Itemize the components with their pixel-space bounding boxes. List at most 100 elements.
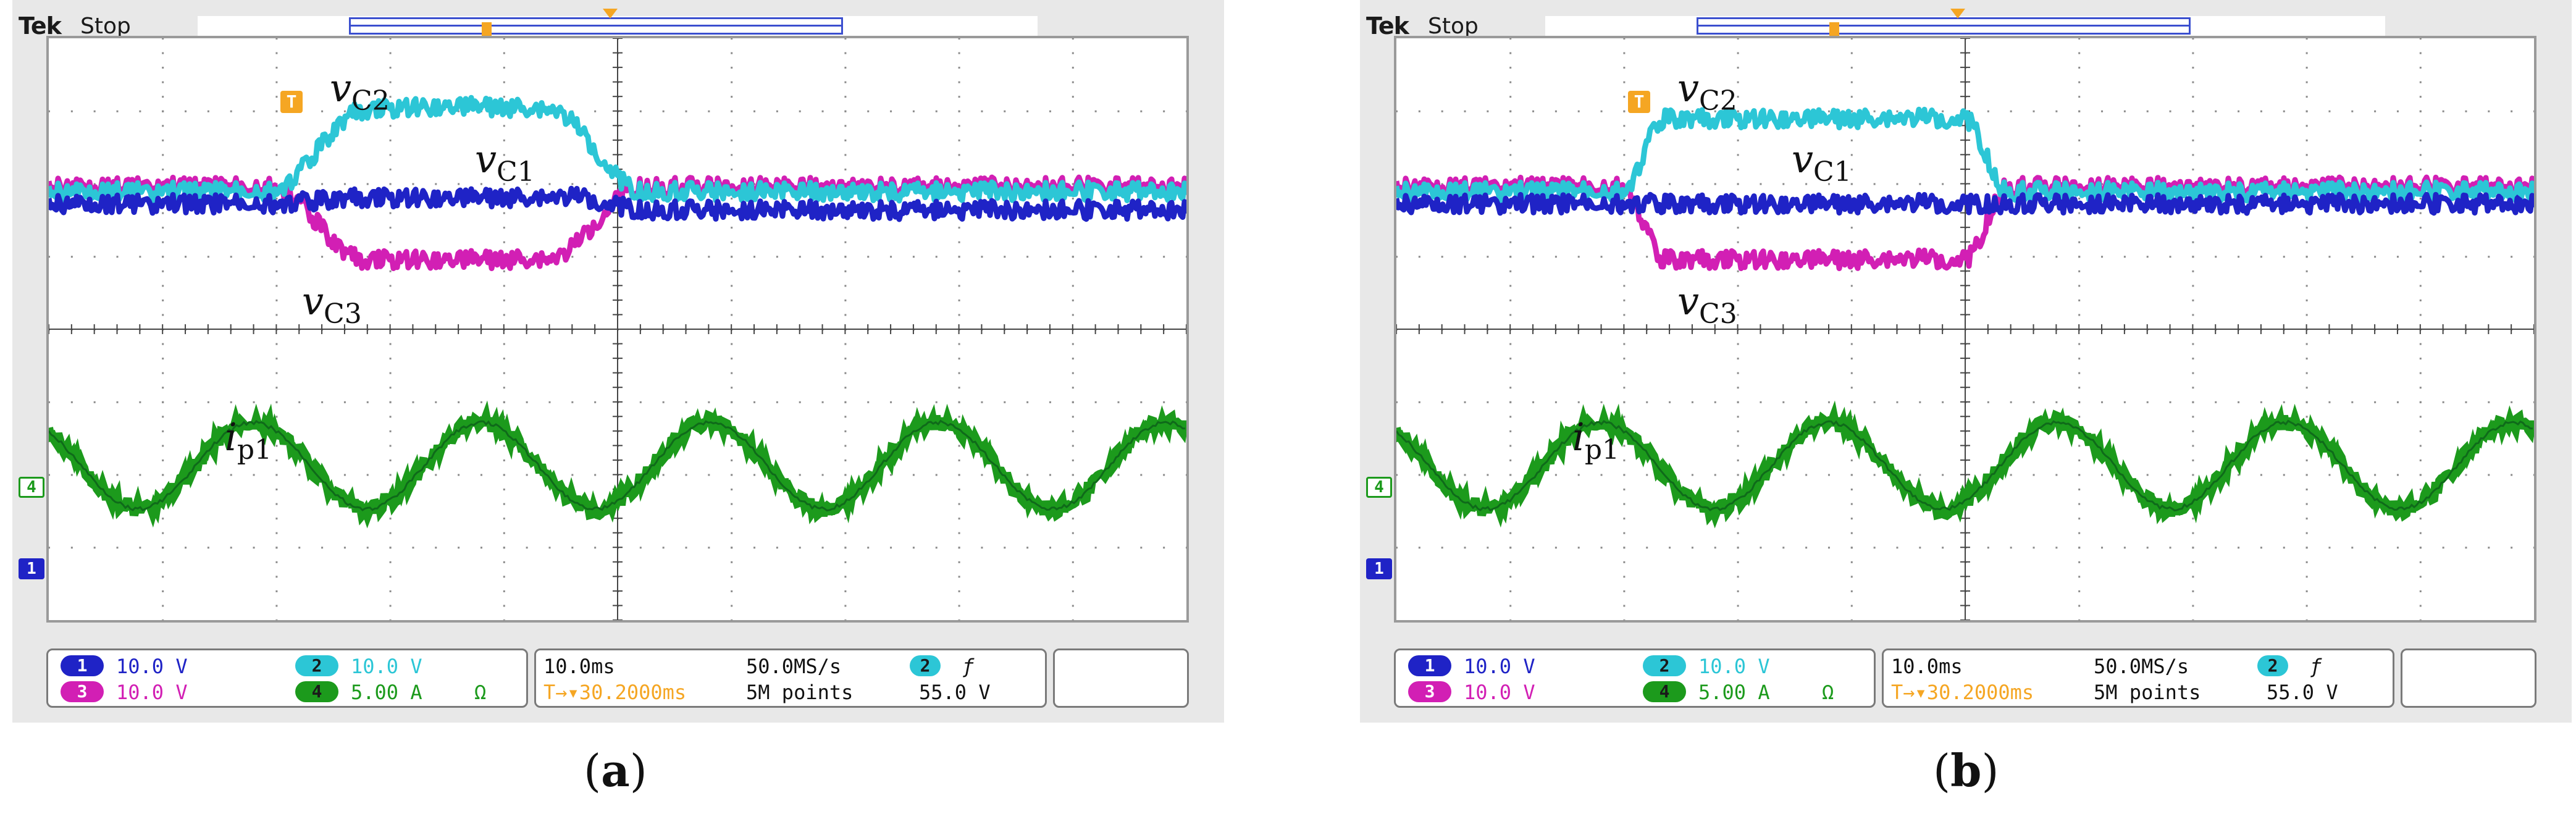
grid-dot bbox=[2260, 110, 2262, 112]
grid-dot bbox=[2192, 518, 2194, 520]
grid-dot bbox=[116, 110, 119, 112]
scope-header: Tek Stop bbox=[1360, 0, 2572, 42]
grid-dot bbox=[2419, 474, 2422, 476]
grid-dot bbox=[2419, 430, 2422, 432]
grid-dot bbox=[731, 299, 733, 301]
grid-dot bbox=[298, 547, 301, 549]
grid-dot bbox=[389, 430, 392, 432]
grid-dot bbox=[731, 503, 733, 505]
grid-dot bbox=[958, 489, 960, 491]
grid-dot bbox=[844, 52, 847, 54]
grid-dot bbox=[1850, 38, 1853, 40]
grid-dot bbox=[639, 401, 642, 403]
grid-dot bbox=[1737, 110, 1739, 112]
brand-logo: Tek bbox=[1366, 12, 1409, 40]
grid-dot bbox=[1072, 183, 1074, 185]
grid-dot bbox=[2419, 416, 2422, 418]
grid-dot bbox=[1509, 430, 1512, 432]
grid-dot bbox=[1509, 139, 1512, 141]
grid-dot bbox=[1669, 401, 1671, 403]
grid-dot bbox=[1805, 183, 1808, 185]
trigger-position: T→▾30.2000ms bbox=[543, 681, 687, 704]
grid-dot bbox=[1987, 110, 1989, 112]
grid-dot bbox=[981, 256, 983, 258]
grid-dot bbox=[298, 401, 301, 403]
grid-dot bbox=[1669, 183, 1671, 185]
grid-dot bbox=[2305, 401, 2308, 403]
grid-dot bbox=[2238, 256, 2240, 258]
grid-dot bbox=[2328, 474, 2331, 476]
grid-dot bbox=[1072, 139, 1074, 141]
grid-dot bbox=[1396, 547, 1398, 549]
grid-dot bbox=[1850, 154, 1853, 156]
acquisition-box[interactable]: 10.0ms 50.0MS/s T→▾30.2000ms 5M points 2… bbox=[1882, 648, 2394, 708]
grid-dot bbox=[2101, 547, 2104, 549]
channel-1-marker[interactable]: 1 bbox=[19, 558, 44, 579]
grid-dot bbox=[162, 605, 164, 607]
grid-dot bbox=[2192, 285, 2194, 287]
grid-dot bbox=[1026, 401, 1029, 403]
grid-dot bbox=[844, 96, 847, 98]
grid-dot bbox=[2351, 547, 2354, 549]
grid-dot bbox=[1737, 343, 1739, 345]
grid-dot bbox=[912, 110, 915, 112]
grid-dot bbox=[844, 227, 847, 229]
grid-dot bbox=[2305, 154, 2308, 156]
grid-dot bbox=[2146, 110, 2149, 112]
grid-dot bbox=[162, 474, 164, 476]
grid-dot bbox=[1072, 285, 1074, 287]
grid-dot bbox=[2192, 547, 2194, 549]
grid-dot bbox=[2305, 416, 2308, 418]
grid-dot bbox=[2078, 299, 2081, 301]
grid-dot bbox=[1464, 256, 1466, 258]
grid-dot bbox=[2305, 285, 2308, 287]
grid-dot bbox=[2419, 459, 2422, 461]
grid-dot bbox=[1737, 445, 1739, 447]
grid-dot bbox=[162, 81, 164, 83]
grid-dot bbox=[2283, 547, 2285, 549]
grid-dot bbox=[1623, 285, 1626, 287]
grid-dot bbox=[731, 38, 733, 40]
grid-dot bbox=[1760, 547, 1762, 549]
waveform-display[interactable]: T vC2 vC1 vC3 ip1 bbox=[46, 36, 1189, 623]
ip1-trace-core bbox=[49, 419, 1185, 512]
grid-dot bbox=[503, 343, 505, 345]
grid-dot bbox=[2328, 110, 2331, 112]
grid-dot bbox=[1072, 532, 1074, 534]
channel-scale-box[interactable]: 1 10.0 V 3 10.0 V 2 10.0 V 4 5.00 A Ω bbox=[1394, 648, 1876, 708]
grid-dot bbox=[49, 547, 50, 549]
grid-dot bbox=[2305, 139, 2308, 141]
grid-dot bbox=[2419, 372, 2422, 374]
grid-dot bbox=[207, 474, 209, 476]
channel-scale-box[interactable]: 1 10.0 V 3 10.0 V 2 10.0 V 4 5.00 A Ω bbox=[46, 648, 528, 708]
grid-dot bbox=[162, 372, 164, 374]
grid-dot bbox=[275, 227, 278, 229]
grid-dot bbox=[389, 212, 392, 214]
grid-dot bbox=[253, 256, 255, 258]
scope-header: Tek Stop bbox=[12, 0, 1224, 42]
grid-dot bbox=[1805, 474, 1808, 476]
grid-dot bbox=[480, 547, 482, 549]
grid-dot bbox=[162, 125, 164, 127]
grid-dot bbox=[503, 168, 505, 170]
grid-dot bbox=[1072, 605, 1074, 607]
grid-dot bbox=[731, 619, 733, 620]
channel-4-marker[interactable]: 4 bbox=[19, 477, 44, 498]
channel-4-marker[interactable]: 4 bbox=[1366, 477, 1392, 498]
waveform-display[interactable]: T vC2 vC1 vC3 ip1 bbox=[1394, 36, 2536, 623]
grid-dot bbox=[1623, 561, 1626, 563]
grid-dot bbox=[230, 256, 232, 258]
grid-dot bbox=[1509, 38, 1512, 40]
ch2-badge: 2 bbox=[1643, 655, 1686, 676]
grid-dot bbox=[275, 299, 278, 301]
grid-dot bbox=[2260, 256, 2262, 258]
grid-dot bbox=[1418, 474, 1420, 476]
grid-dot bbox=[731, 590, 733, 592]
grid-dot bbox=[2305, 67, 2308, 69]
grid-dot bbox=[207, 110, 209, 112]
grid-dot bbox=[1714, 401, 1716, 403]
grid-dot bbox=[207, 256, 209, 258]
acquisition-box[interactable]: 10.0ms 50.0MS/s T→▾30.2000ms 5M points 2… bbox=[534, 648, 1047, 708]
grid-dot bbox=[2305, 314, 2308, 316]
channel-1-marker[interactable]: 1 bbox=[1366, 558, 1392, 579]
